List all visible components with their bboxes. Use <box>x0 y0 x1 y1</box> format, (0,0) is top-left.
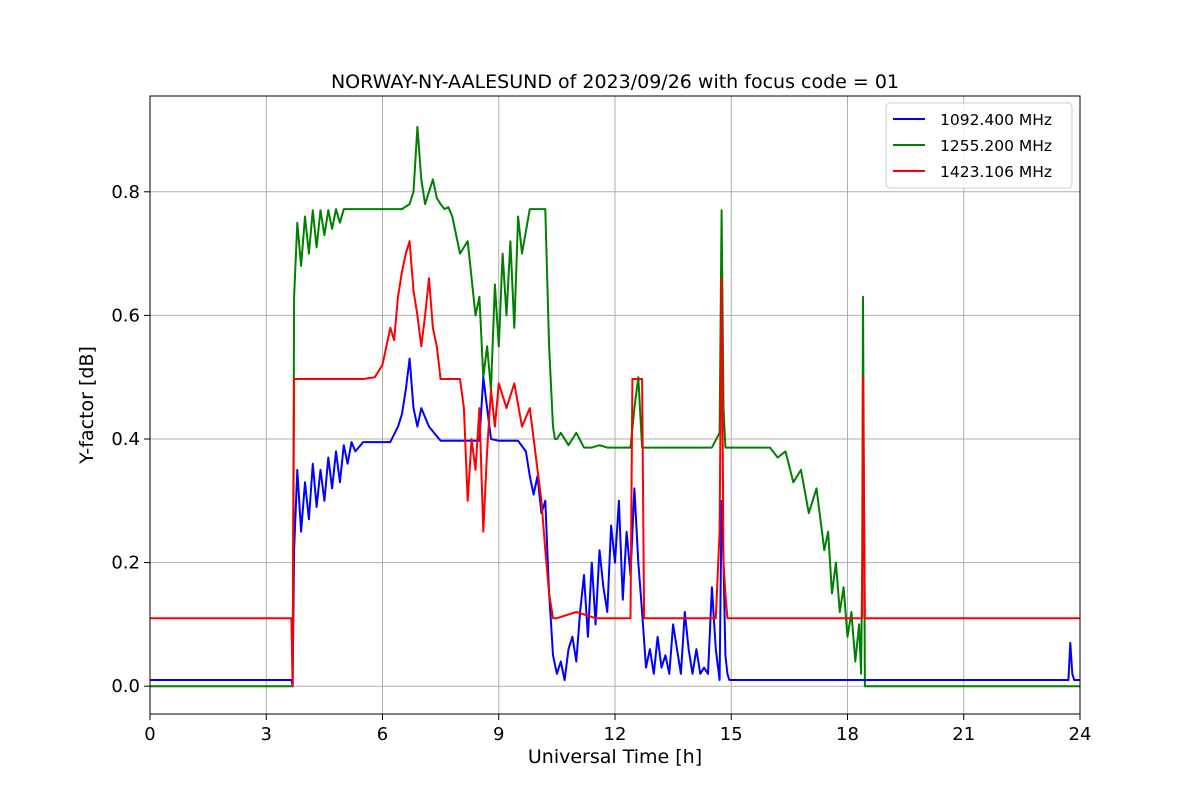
y-tick-label: 0.4 <box>111 429 140 450</box>
x-tick-label: 21 <box>952 724 975 745</box>
x-axis-label: Universal Time [h] <box>528 746 702 768</box>
y-tick-label: 0.0 <box>111 676 140 697</box>
x-tick-label: 3 <box>261 724 272 745</box>
legend-entry: 1423.106 MHz <box>940 163 1052 181</box>
x-tick-label: 9 <box>493 724 504 745</box>
chart-title: NORWAY-NY-AALESUND of 2023/09/26 with fo… <box>331 71 899 93</box>
y-tick-label: 0.6 <box>111 305 140 326</box>
x-axis: 0 3 6 9 12 15 18 21 24 <box>144 714 1091 745</box>
series-line-1092-400-mhz <box>150 357 1080 688</box>
x-tick-label: 12 <box>604 724 627 745</box>
x-tick-label: 24 <box>1069 724 1092 745</box>
y-tick-label: 0.8 <box>111 182 140 203</box>
series-line-1255-200-mhz <box>150 125 1080 688</box>
legend-box <box>885 102 1073 189</box>
series-layer <box>150 125 1080 688</box>
legend-entry: 1255.200 MHz <box>940 137 1052 155</box>
y-axis-label: Y-factor [dB] <box>76 346 98 465</box>
series-line-1423-106-mhz <box>150 240 1080 688</box>
y-tick-label: 0.2 <box>111 553 140 574</box>
x-tick-label: 6 <box>377 724 388 745</box>
y-axis: 0.0 0.2 0.4 0.6 0.8 <box>111 182 150 697</box>
x-tick-label: 15 <box>720 724 743 745</box>
legend: 1092.400 MHz 1255.200 MHz 1423.106 MHz <box>885 102 1073 189</box>
x-tick-label: 18 <box>836 724 859 745</box>
legend-entry: 1092.400 MHz <box>940 111 1052 129</box>
x-tick-label: 0 <box>144 724 155 745</box>
